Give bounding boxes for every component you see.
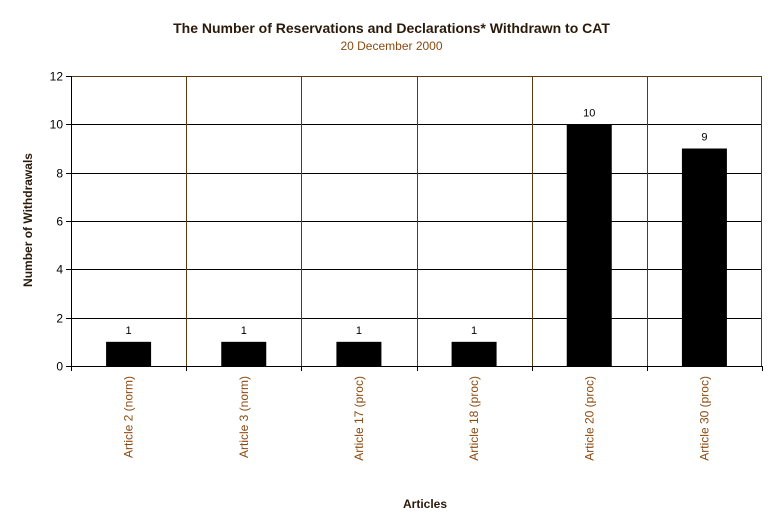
x-category-label: Article 3 (norm) — [237, 376, 251, 458]
y-tick-label: 6 — [56, 215, 63, 229]
data-label: 9 — [701, 132, 707, 144]
bar — [566, 124, 612, 366]
x-category-label: Article 20 (proc) — [582, 376, 596, 461]
x-category-label: Article 30 (proc) — [697, 376, 711, 461]
data-label: 1 — [471, 325, 477, 337]
x-category-label: Article 17 (proc) — [352, 376, 366, 461]
bar — [221, 341, 267, 366]
bar — [336, 341, 382, 366]
y-tick-label: 8 — [56, 167, 63, 181]
y-tick-label: 12 — [50, 70, 64, 84]
bar — [681, 148, 727, 366]
y-tick-label: 10 — [50, 118, 64, 132]
bar — [106, 341, 152, 366]
y-tick-label: 2 — [56, 312, 63, 326]
data-label: 1 — [356, 325, 362, 337]
bar — [451, 341, 497, 366]
x-category-label: Article 18 (proc) — [467, 376, 481, 461]
x-category-label: Article 2 (norm) — [122, 376, 136, 458]
data-label: 1 — [126, 325, 132, 337]
chart-title: The Number of Reservations and Declarati… — [173, 20, 610, 36]
chart-subtitle: 20 December 2000 — [340, 39, 443, 53]
x-axis-label: Articles — [402, 497, 448, 511]
data-label: 10 — [583, 107, 595, 119]
data-label: 1 — [241, 325, 247, 337]
y-tick-label: 0 — [56, 360, 63, 374]
y-tick-label: 4 — [56, 263, 63, 277]
